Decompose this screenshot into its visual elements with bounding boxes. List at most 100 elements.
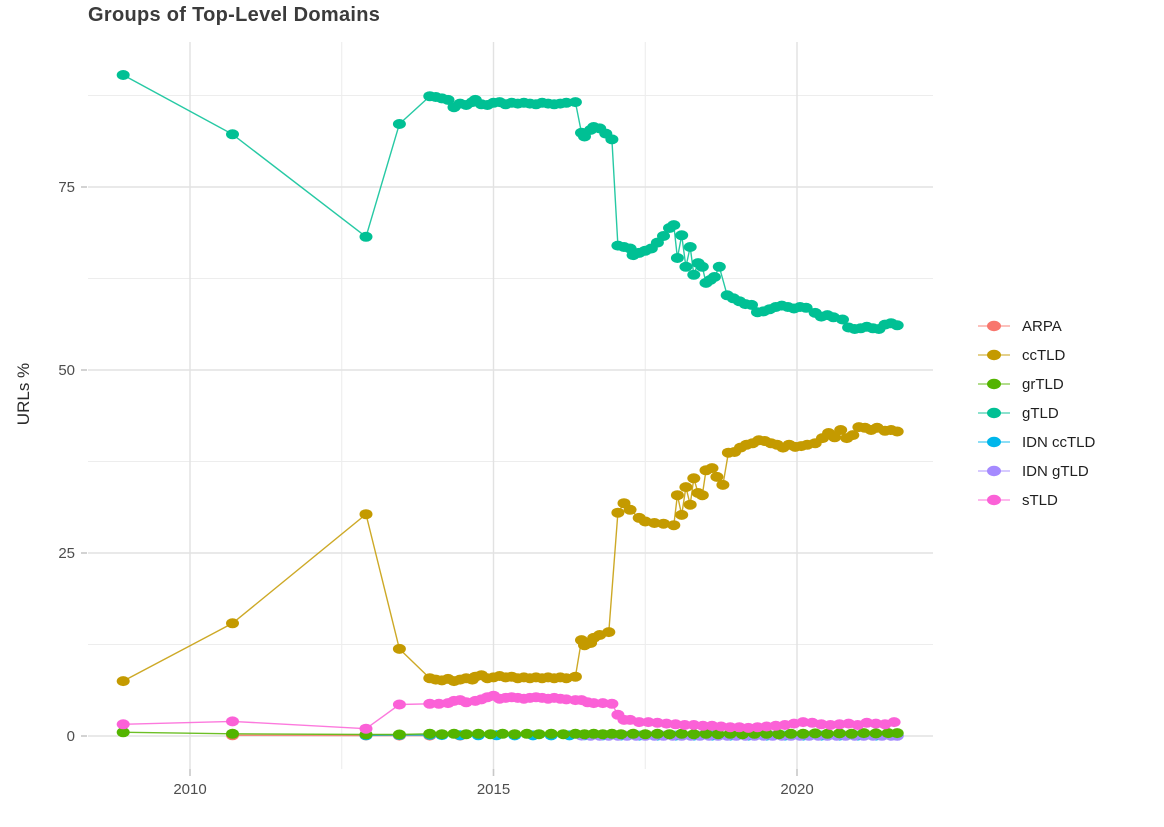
legend-label: IDN gTLD (1022, 462, 1089, 480)
data-point (532, 729, 546, 740)
data-point (623, 504, 637, 515)
data-point (116, 727, 130, 738)
legend-label: grTLD (1022, 375, 1064, 393)
legend-key-stld (978, 494, 1010, 506)
data-point (392, 119, 406, 129)
data-point (679, 482, 693, 493)
data-point (578, 729, 591, 740)
legend-label: ccTLD (1022, 346, 1066, 364)
data-point (695, 490, 709, 501)
data-point (484, 729, 497, 740)
data-point (392, 643, 406, 654)
data-point (667, 520, 681, 531)
data-point (614, 729, 628, 740)
data-point (471, 728, 485, 739)
data-point (359, 509, 373, 520)
series-cctld (116, 422, 904, 687)
data-point (611, 507, 625, 518)
data-point (834, 425, 848, 435)
legend: ARPA ccTLD grTLD gTLD IDN ccTLD IDN gTLD… (976, 318, 1095, 521)
legend-item-arpa: ARPA (976, 318, 1095, 335)
data-point (605, 698, 619, 709)
data-point (392, 699, 406, 710)
x-tick-label: 2020 (780, 781, 813, 798)
data-point (799, 302, 813, 313)
data-point (602, 627, 616, 638)
legend-item-grtld: grTLD (976, 375, 1095, 393)
data-point (657, 518, 670, 529)
data-point (784, 728, 798, 739)
legend-key-cctld (978, 349, 1010, 361)
data-point (359, 231, 373, 242)
data-point (845, 728, 859, 739)
data-point (890, 426, 904, 437)
legend-key-gtld (978, 407, 1010, 419)
legend-item-stld: sTLD (976, 491, 1095, 509)
data-point (359, 723, 373, 734)
data-point (587, 698, 601, 709)
legend-dot-icon (987, 349, 1001, 361)
data-point (881, 728, 895, 739)
data-point (808, 728, 822, 739)
data-point (441, 94, 455, 105)
data-point (857, 728, 871, 739)
data-point (890, 728, 904, 739)
data-point (226, 618, 239, 629)
data-point (638, 729, 652, 740)
data-point (705, 463, 719, 474)
series-stld (116, 690, 901, 734)
data-point (716, 479, 730, 490)
chart-title: Groups of Top-Level Domains (88, 4, 381, 26)
data-point (687, 729, 701, 740)
data-point (226, 728, 239, 739)
series-gtld (116, 70, 904, 334)
x-tick-label: 2010 (173, 781, 206, 798)
data-point (675, 509, 689, 520)
data-point (683, 499, 697, 510)
data-point (712, 261, 726, 272)
data-point (833, 728, 846, 739)
data-point (707, 272, 721, 282)
data-point (657, 231, 670, 241)
data-point (828, 432, 842, 443)
data-point (687, 269, 701, 280)
data-point (836, 314, 849, 325)
legend-dot-icon (987, 465, 1001, 477)
data-point (568, 671, 582, 682)
legend-dot-icon (987, 494, 1001, 506)
data-point (745, 299, 758, 310)
legend-label: sTLD (1022, 491, 1058, 509)
legend-item-idn-cctld: IDN ccTLD (976, 434, 1095, 451)
grid-major (88, 42, 933, 769)
legend-key-arpa (978, 320, 1010, 332)
data-point (632, 717, 646, 728)
data-point (846, 430, 860, 441)
data-point (116, 70, 130, 80)
data-point (796, 728, 810, 739)
data-point (699, 728, 713, 739)
data-point (760, 728, 774, 739)
series-grtld (116, 727, 904, 740)
data-point (568, 97, 582, 108)
data-point (670, 253, 684, 263)
legend-item-idn-gtld: IDN gTLD (976, 462, 1095, 480)
data-point (887, 717, 901, 728)
legend-dot-icon (987, 378, 1001, 390)
data-point (116, 719, 130, 730)
data-point (605, 134, 619, 145)
y-tick-label: 25 (58, 545, 75, 562)
data-point (508, 729, 522, 740)
data-point (226, 129, 239, 140)
data-point (820, 728, 834, 739)
legend-item-gtld: gTLD (976, 405, 1095, 422)
y-tick-label: 50 (58, 362, 75, 379)
legend-item-cctld: ccTLD (976, 346, 1095, 364)
data-point (723, 722, 737, 733)
data-point (423, 728, 437, 739)
legend-key-idn-cctld (978, 436, 1010, 448)
x-tick-label: 2015 (477, 781, 510, 798)
data-point (459, 729, 473, 740)
grid-minor (88, 42, 933, 769)
data-point (392, 729, 406, 740)
